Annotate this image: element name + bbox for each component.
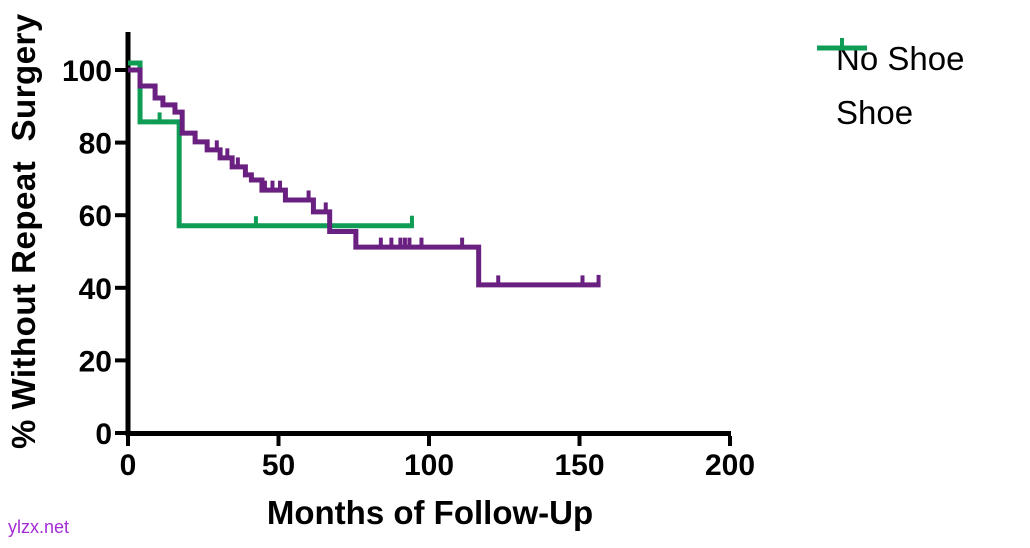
x-tick: [126, 436, 130, 446]
no-shoe-curve: [128, 67, 601, 288]
y-tick: [115, 68, 126, 72]
y-tick: [115, 285, 126, 290]
x-tick-label: 50: [262, 449, 295, 482]
y-axis-title: % Without Repeat Surgery: [5, 13, 42, 449]
x-tick: [427, 436, 431, 446]
legend-item-shoe: Shoe: [816, 38, 1030, 140]
watermark: ylzx.net: [8, 517, 70, 537]
shoe-curve-marker-icon: [817, 38, 867, 51]
x-tick-label: 150: [554, 449, 604, 482]
y-tick-label: 0: [95, 418, 112, 451]
legend-label-shoe: Shoe: [836, 94, 914, 131]
y-tick-label: 60: [79, 200, 112, 233]
y-tick-label: 100: [62, 55, 112, 88]
y-tick: [115, 431, 126, 435]
y-tick-label: 20: [79, 345, 112, 378]
x-tick: [577, 436, 582, 446]
y-tick: [115, 140, 126, 145]
x-tick-label: 0: [120, 449, 137, 482]
y-tick-label: 40: [79, 273, 112, 306]
legend: No Shoe Shoe: [816, 32, 1030, 140]
y-axis-spine: [125, 32, 131, 436]
x-tick-label: 200: [705, 449, 755, 482]
x-axis-title: Months of Follow-Up: [266, 494, 594, 531]
y-tick: [115, 358, 126, 363]
x-axis-spine: [125, 431, 731, 436]
x-tick: [728, 436, 732, 446]
shoe-curve: [128, 60, 414, 229]
x-tick-label: 100: [404, 449, 454, 482]
x-tick: [276, 436, 281, 446]
y-tick-label: 80: [79, 128, 112, 161]
y-tick: [115, 213, 126, 218]
